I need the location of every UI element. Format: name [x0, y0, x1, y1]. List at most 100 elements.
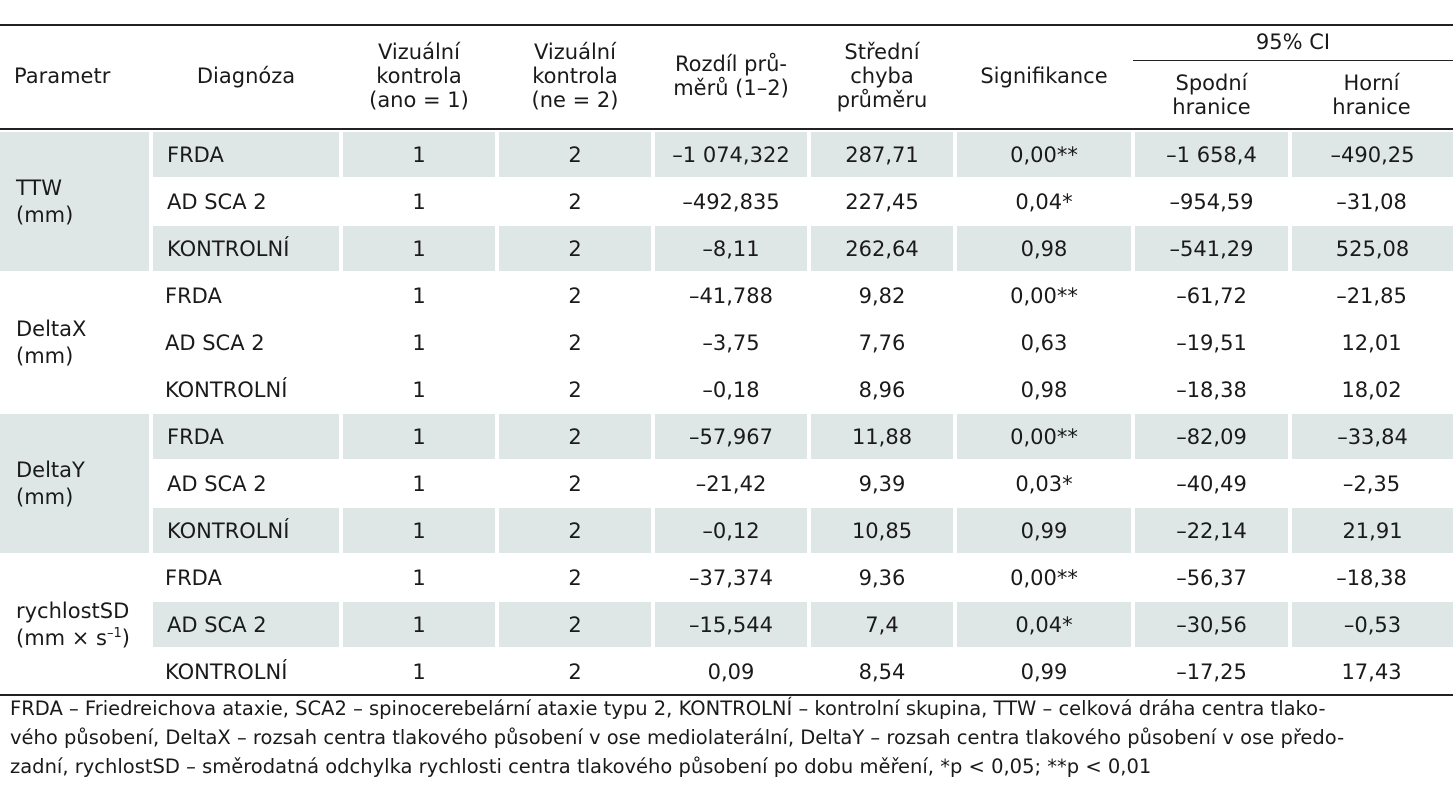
cell-horni: 12,01: [1290, 318, 1453, 366]
cell-horni: 21,91: [1288, 506, 1453, 554]
header-parametr: Parametr: [14, 64, 111, 88]
cell-rozdil: –0,12: [651, 506, 809, 554]
cell-spodni: –541,29: [1131, 224, 1290, 272]
cell-rozdil: –37,374: [653, 553, 809, 601]
cell-signifikance: 0,03*: [955, 459, 1133, 507]
cell-rozdil: –15,544: [651, 600, 809, 648]
header-rozdil: Rozdíl prů-měrů (1–2): [673, 52, 789, 100]
cell-stredni-chyba: 7,76: [809, 318, 955, 366]
header-signifikance: Signifikance: [980, 64, 1108, 88]
top-rule: [0, 24, 1453, 26]
table-body: TTW (mm) FRDA 1 2 –1 074,322 287,71 0,00*…: [0, 130, 1453, 696]
cell-stredni-chyba: 9,36: [809, 553, 955, 601]
table-header: Parametr Diagnóza Vizuální kontrola (ano =…: [0, 24, 1453, 131]
header-spodni: Spodní hranice: [1172, 70, 1251, 119]
cell-diagnoza: KONTROLNÍ: [149, 506, 341, 554]
cell-horni: –2,35: [1290, 459, 1453, 507]
cell-vizualni-ne: 2: [497, 365, 653, 413]
table-row: DeltaY (mm) FRDA 1 2 –57,967 11,88 0,00**…: [0, 412, 1453, 554]
cell-stredni-chyba: 8,54: [809, 647, 955, 694]
cell-signifikance: 0,63: [955, 318, 1133, 366]
cell-signifikance: 0,98: [953, 224, 1133, 272]
cell-spodni: –18,38: [1133, 365, 1290, 413]
cell-signifikance: 0,99: [955, 647, 1133, 694]
cell-vizualni-ano: 1: [341, 365, 497, 413]
cell-diagnoza: FRDA: [151, 271, 341, 319]
cell-vizualni-ano: 1: [339, 506, 497, 554]
cell-stredni-chyba: 9,39: [809, 459, 955, 507]
cell-horni: –31,08: [1290, 177, 1453, 225]
table-row: DeltaX (mm) FRDA 1 2 –41,788 9,82 0,00** …: [0, 271, 1453, 413]
cell-spodni: –19,51: [1133, 318, 1290, 366]
cell-vizualni-ano: 1: [339, 600, 497, 648]
cell-horni: –18,38: [1290, 553, 1453, 601]
cell-rozdil: 0,09: [653, 647, 809, 694]
cell-rozdil: –3,75: [653, 318, 809, 366]
cell-horni: –33,84: [1288, 412, 1453, 460]
cell-rozdil: –1 074,322: [651, 130, 809, 178]
table-row: KONTROLNÍ 1 2 –0,12 10,85 0,99 –22,14 21…: [0, 506, 1453, 554]
cell-spodni: –56,37: [1133, 553, 1290, 601]
cell-spodni: –17,25: [1133, 647, 1290, 694]
cell-vizualni-ne: 2: [495, 224, 653, 272]
cell-horni: –21,85: [1290, 271, 1453, 319]
cell-vizualni-ano: 1: [341, 553, 497, 601]
footnote-line: FRDA – Friedreichova ataxie, SCA2 – spin…: [10, 697, 1326, 720]
cell-horni: –490,25: [1288, 130, 1453, 178]
cell-stredni-chyba: 262,64: [807, 224, 955, 272]
cell-vizualni-ne: 2: [497, 647, 653, 694]
cell-diagnoza: FRDA: [151, 553, 341, 601]
cell-vizualni-ano: 1: [341, 271, 497, 319]
cell-spodni: –30,56: [1131, 600, 1290, 648]
table-row: AD SCA 2 1 2 –3,75 7,76 0,63 –19,51 12,0…: [0, 318, 1453, 366]
cell-rozdil: –57,967: [651, 412, 809, 460]
header-vizualni-ne: Vizuální kontrola (ne = 2): [531, 40, 619, 112]
cell-diagnoza: AD SCA 2: [149, 600, 341, 648]
table-row: AD SCA 2 1 2 –21,42 9,39 0,03* –40,49 –2…: [0, 459, 1453, 507]
param-cell-deltay: DeltaY (mm): [0, 412, 151, 554]
footnote-line: zadní, rychlostSD – směrodatná odchylka …: [10, 755, 1152, 778]
table-row: KONTROLNÍ 1 2 –0,18 8,96 0,98 –18,38 18,…: [0, 365, 1453, 413]
cell-spodni: –1 658,4: [1131, 130, 1290, 178]
cell-stredni-chyba: 11,88: [807, 412, 955, 460]
cell-diagnoza: KONTROLNÍ: [151, 365, 341, 413]
cell-diagnoza: FRDA: [149, 130, 341, 178]
table-row: AD SCA 2 1 2 –15,544 7,4 0,04* –30,56 –0…: [0, 600, 1453, 648]
cell-rozdil: –41,788: [653, 271, 809, 319]
param-cell-deltax: DeltaX (mm): [0, 271, 151, 413]
param-cell-rychlostsd: rychlostSD (mm × s–1): [0, 553, 151, 694]
cell-vizualni-ne: 2: [495, 412, 653, 460]
header-stredni-chyba: Střední chyba průměru: [836, 40, 928, 112]
header-diagnoza: Diagnóza: [196, 64, 296, 88]
cell-spodni: –22,14: [1131, 506, 1290, 554]
cell-vizualni-ano: 1: [339, 224, 497, 272]
cell-vizualni-ano: 1: [339, 130, 497, 178]
cell-stredni-chyba: 8,96: [809, 365, 955, 413]
cell-rozdil: –21,42: [653, 459, 809, 507]
cell-stredni-chyba: 7,4: [807, 600, 955, 648]
table-row: TTW (mm) FRDA 1 2 –1 074,322 287,71 0,00*…: [0, 130, 1453, 272]
cell-horni: –0,53: [1288, 600, 1453, 648]
cell-vizualni-ano: 1: [341, 459, 497, 507]
cell-vizualni-ne: 2: [495, 130, 653, 178]
results-table: Parametr Diagnóza Vizuální kontrola (ano =…: [0, 24, 1453, 696]
cell-vizualni-ano: 1: [339, 412, 497, 460]
cell-signifikance: 0,04*: [953, 600, 1133, 648]
cell-vizualni-ano: 1: [341, 647, 497, 694]
cell-vizualni-ne: 2: [497, 177, 653, 225]
cell-spodni: –82,09: [1131, 412, 1290, 460]
cell-signifikance: 0,00**: [953, 130, 1133, 178]
cell-stredni-chyba: 227,45: [809, 177, 955, 225]
cell-diagnoza: KONTROLNÍ: [151, 647, 341, 694]
cell-signifikance: 0,00**: [955, 553, 1133, 601]
cell-diagnoza: FRDA: [149, 412, 341, 460]
cell-vizualni-ano: 1: [341, 177, 497, 225]
cell-vizualni-ano: 1: [341, 318, 497, 366]
cell-rozdil: –492,835: [653, 177, 809, 225]
cell-horni: 525,08: [1288, 224, 1453, 272]
cell-signifikance: 0,04*: [955, 177, 1133, 225]
cell-diagnoza: AD SCA 2: [151, 318, 341, 366]
table-footnote: FRDA – Friedreichova ataxie, SCA2 – spin…: [10, 694, 1440, 781]
table-row: KONTROLNÍ 1 2 0,09 8,54 0,99 –17,25 17,4…: [0, 647, 1453, 694]
cell-vizualni-ne: 2: [495, 506, 653, 554]
